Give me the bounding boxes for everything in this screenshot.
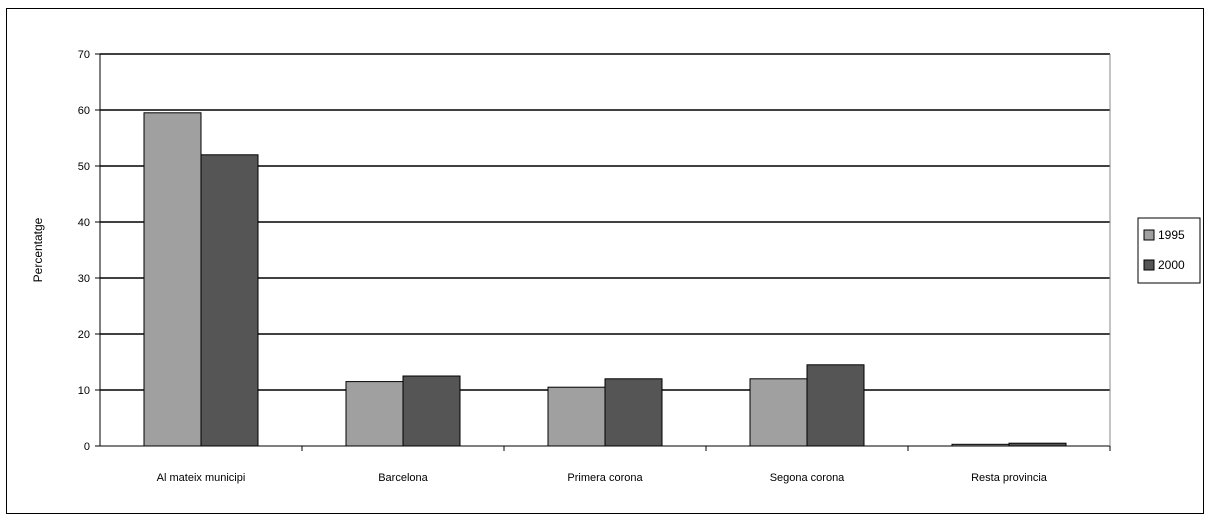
legend-swatch xyxy=(1143,259,1155,271)
y-axis-label: Percentatge xyxy=(31,217,45,282)
x-category-labels: Al mateix municipi Barcelona Primera coron… xyxy=(157,472,1048,484)
legend-box xyxy=(1137,217,1201,284)
legend: 1995 2000 xyxy=(1137,217,1201,284)
bars xyxy=(143,112,1067,447)
bar-2000 xyxy=(806,364,865,447)
axes xyxy=(95,53,1111,451)
gridlines xyxy=(100,53,1110,391)
x-category-label: Primera corona xyxy=(567,472,643,484)
bar-1995 xyxy=(749,378,808,447)
y-tick-label: 50 xyxy=(78,161,90,173)
bar-2000 xyxy=(604,378,663,447)
bar-1995 xyxy=(143,112,202,447)
bar-1995 xyxy=(547,386,606,447)
bar-1995 xyxy=(345,381,404,447)
x-category-label: Resta provincia xyxy=(971,472,1048,484)
bar-2000 xyxy=(402,375,461,447)
y-tick-labels: 0 10 20 30 40 50 60 70 xyxy=(78,49,90,453)
y-tick-label: 70 xyxy=(78,49,90,61)
legend-label: 2000 xyxy=(1158,258,1185,272)
y-tick-label: 10 xyxy=(78,385,90,397)
x-category-label: Barcelona xyxy=(378,472,428,484)
y-tick-label: 60 xyxy=(78,105,90,117)
x-category-label: Al mateix municipi xyxy=(157,472,246,484)
legend-swatch xyxy=(1143,229,1155,241)
y-tick-label: 0 xyxy=(84,441,90,453)
y-tick-label: 20 xyxy=(78,329,90,341)
bar-2000 xyxy=(200,154,259,447)
y-tick-label: 40 xyxy=(78,217,90,229)
y-tick-label: 30 xyxy=(78,273,90,285)
legend-label: 1995 xyxy=(1158,228,1185,242)
x-category-label: Segona corona xyxy=(770,472,845,484)
